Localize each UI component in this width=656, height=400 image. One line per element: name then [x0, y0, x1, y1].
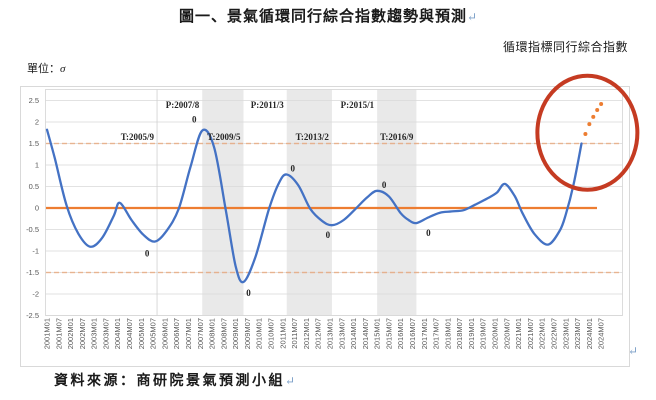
x-axis-tick-label: 2013M07 — [337, 318, 346, 349]
turning-point-zero-label: 0 — [382, 180, 387, 190]
y-axis-tick-label: -1 — [32, 247, 39, 256]
turning-point-zero-label: 0 — [192, 115, 197, 125]
x-axis-tick-label: 2020M01 — [491, 318, 500, 349]
x-axis-tick-label: 2008M01 — [208, 318, 217, 349]
turning-point-date-label: P:2011/3 — [251, 100, 284, 110]
y-axis-tick-label: -2 — [32, 290, 39, 299]
return-mark-icon: ↵ — [628, 344, 639, 358]
turning-point-date-label: P:2015/1 — [341, 100, 375, 110]
x-axis-tick-label: 2002M01 — [66, 318, 75, 349]
y-axis-tick-label: -0.5 — [26, 225, 39, 234]
x-axis-tick-label: 2005M07 — [149, 318, 158, 349]
actual-index-line — [45, 128, 583, 284]
series-label: 循環指標同行綜合指數 — [502, 40, 628, 54]
x-axis-tick-label: 2016M07 — [408, 318, 417, 349]
x-axis-tick-label: 2010M07 — [267, 318, 276, 349]
x-axis-tick-label: 2023M01 — [561, 318, 570, 349]
x-axis-tick-label: 2015M01 — [373, 318, 382, 349]
x-axis-tick-label: 2008M07 — [219, 318, 228, 349]
x-axis-tick-label: 2001M01 — [43, 318, 52, 349]
x-axis-tick-label: 2018M01 — [443, 318, 452, 349]
turning-point-zero-label: 0 — [326, 230, 331, 240]
y-axis-tick-label: -1.5 — [26, 268, 39, 277]
x-axis-tick-label: 2006M01 — [160, 318, 169, 349]
x-axis-tick-label: 2003M07 — [101, 318, 110, 349]
x-axis-tick-label: 2004M07 — [125, 318, 134, 349]
x-axis-tick-label: 2014M01 — [349, 318, 358, 349]
turning-point-zero-label: 0 — [290, 163, 295, 173]
x-axis-tick-label: 2021M01 — [514, 318, 523, 349]
y-axis-tick-label: 1.5 — [29, 139, 39, 148]
x-axis-tick-label: 2014M07 — [361, 318, 370, 349]
y-axis-tick-label: 1 — [35, 161, 39, 170]
x-axis-tick-label: 2011M01 — [278, 318, 287, 349]
x-axis-tick-label: 2021M07 — [526, 318, 535, 349]
forecast-dot — [583, 132, 588, 137]
x-axis-tick-label: 2016M01 — [396, 318, 405, 349]
y-axis-tick-label: 0.5 — [29, 182, 39, 191]
x-axis-tick-label: 2024M01 — [585, 318, 594, 349]
x-axis-tick-label: 2003M01 — [90, 318, 99, 349]
x-axis-tick-label: 2017M01 — [420, 318, 429, 349]
turning-point-date-label: T:2016/9 — [380, 132, 414, 142]
return-mark-icon: ↵ — [285, 374, 296, 388]
forecast-dot — [595, 107, 600, 112]
x-axis-tick-label: 2010M01 — [255, 318, 264, 349]
x-axis-tick-label: 2004M01 — [113, 318, 122, 349]
unit-label-prefix: 單位： — [27, 63, 60, 75]
x-axis-tick-label: 2017M07 — [432, 318, 441, 349]
recession-band — [286, 89, 332, 316]
y-axis-tick-label: 2 — [35, 118, 39, 127]
turning-point-date-label: T:2013/2 — [296, 132, 330, 142]
turning-point-date-label: T:2005/9 — [121, 132, 155, 142]
x-axis-tick-label: 2009M07 — [243, 318, 252, 349]
x-axis-tick-label: 2002M07 — [78, 318, 87, 349]
turning-point-zero-label: 0 — [145, 249, 150, 259]
forecast-dot — [599, 101, 604, 106]
y-axis-tick-label: -2.5 — [26, 311, 39, 320]
x-axis-tick-label: 2007M01 — [184, 318, 193, 349]
x-axis-tick-label: 2007M07 — [196, 318, 205, 349]
recession-band — [377, 89, 417, 316]
x-axis-tick-label: 2005M01 — [137, 318, 146, 349]
x-axis-tick-label: 2006M07 — [172, 318, 181, 349]
x-axis-tick-label: 2015M07 — [384, 318, 393, 349]
forecast-dot — [587, 122, 592, 127]
figure-title: 圖一、景氣循環同行綜合指數趨勢與預測↵ — [0, 5, 656, 26]
x-axis-tick-label: 2009M01 — [231, 318, 240, 349]
x-axis-tick-label: 2018M07 — [455, 318, 464, 349]
x-axis-tick-label: 2023M07 — [573, 318, 582, 349]
y-axis-tick-label: 2.5 — [29, 96, 39, 105]
return-mark-icon: ↵ — [466, 10, 478, 24]
turning-point-date-label: T:2009/5 — [207, 132, 241, 142]
x-axis-tick-label: 2019M07 — [479, 318, 488, 349]
x-axis-tick-label: 2022M01 — [538, 318, 547, 349]
turning-point-zero-label: 0 — [426, 228, 431, 238]
x-axis-tick-label: 2013M01 — [325, 318, 334, 349]
source-note: 資料來源：商研院景氣預測小組↵ — [54, 370, 295, 390]
plot-border — [45, 89, 623, 316]
x-axis-tick-label: 2011M07 — [290, 318, 299, 349]
unit-label: 單位：σ — [27, 60, 65, 76]
x-axis-tick-label: 2024M07 — [597, 318, 606, 349]
turning-point-zero-label: 0 — [246, 288, 251, 298]
sigma-symbol: σ — [60, 63, 66, 75]
turning-point-date-label: P:2007/8 — [166, 100, 200, 110]
x-axis-tick-label: 2022M07 — [549, 318, 558, 349]
recession-band — [202, 89, 244, 316]
y-axis-tick-label: 0 — [35, 204, 39, 213]
source-text: 資料來源：商研院景氣預測小組 — [54, 374, 285, 389]
x-axis-tick-label: 2019M01 — [467, 318, 476, 349]
figure-title-text: 圖一、景氣循環同行綜合指數趨勢與預測 — [178, 9, 467, 25]
forecast-dot — [591, 114, 596, 119]
x-axis-tick-label: 2012M07 — [314, 318, 323, 349]
x-axis-tick-label: 2001M07 — [54, 318, 63, 349]
x-axis-tick-label: 2020M07 — [502, 318, 511, 349]
x-axis-tick-label: 2012M01 — [302, 318, 311, 349]
forecast-highlight-circle — [535, 73, 640, 192]
